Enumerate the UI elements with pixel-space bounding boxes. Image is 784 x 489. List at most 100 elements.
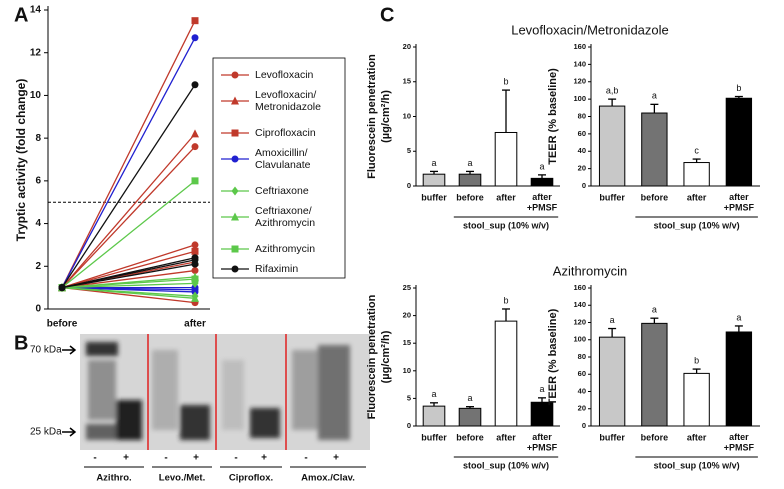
lane-label: -	[304, 453, 307, 464]
lane-label: -	[93, 453, 96, 464]
point	[231, 186, 239, 196]
bar-annotation: a	[652, 91, 657, 101]
point	[231, 265, 239, 273]
blot-marker: 25 kDa	[30, 427, 62, 438]
x-tick-label: after +PMSF	[724, 432, 755, 452]
bar-annotation: b	[503, 295, 508, 305]
bar	[725, 97, 753, 187]
panel-label: B	[14, 332, 28, 354]
y-tick-label: 80	[578, 352, 586, 361]
point	[231, 155, 239, 163]
group-label: stool_sup (10% w/v)	[654, 460, 740, 470]
point	[191, 267, 199, 275]
y-tick-label: 100	[573, 94, 586, 103]
y-tick-label: 4	[35, 218, 41, 229]
series-line	[61, 286, 196, 293]
x-tick-label: after	[687, 432, 707, 442]
series-line	[61, 20, 196, 288]
point	[231, 96, 239, 105]
legend-label: Azithromycin	[255, 243, 315, 255]
bar-annotation: a	[467, 393, 472, 403]
point	[191, 81, 199, 89]
series-line	[61, 244, 196, 289]
bar-annotation: a	[736, 312, 741, 322]
bar	[530, 401, 554, 427]
point	[191, 247, 199, 255]
bar	[494, 320, 518, 427]
y-axis-label: (µg/cm²/h)	[380, 330, 392, 383]
y-tick-label: 0	[582, 181, 586, 190]
point	[191, 177, 199, 185]
series-line	[61, 286, 196, 304]
x-tick-label: before	[641, 432, 669, 442]
bar	[494, 131, 518, 187]
bar	[683, 162, 710, 187]
y-tick-label: 0	[407, 181, 411, 190]
point	[191, 143, 199, 151]
blot-image	[62, 334, 370, 450]
lane-label: +	[333, 453, 339, 464]
x-tick-label: after	[184, 319, 206, 330]
x-tick-label: buffer	[599, 432, 625, 442]
panel-label: A	[14, 4, 28, 26]
bar	[458, 173, 482, 187]
point	[191, 17, 199, 25]
x-tick-label: buffer	[421, 432, 447, 442]
blot-marker: 70 kDa	[30, 345, 62, 356]
series-line	[61, 263, 196, 289]
series-line	[61, 286, 196, 299]
bar	[725, 331, 753, 427]
group-label: stool_sup (10% w/v)	[463, 460, 549, 470]
y-axis-label: Tryptic activity (fold change)	[14, 79, 28, 242]
x-tick-label: before	[456, 432, 484, 442]
legend-label: Ceftriaxone/Azithromycin	[255, 205, 315, 229]
y-tick-label: 6	[35, 175, 41, 186]
group-label: stool_sup (10% w/v)	[654, 220, 740, 230]
series-line	[61, 180, 196, 289]
y-tick-label: 20	[578, 404, 586, 413]
y-axis-label: TEER (% baseline)	[547, 308, 559, 405]
y-tick-label: 20	[403, 311, 411, 320]
x-tick-label: after +PMSF	[527, 192, 558, 212]
bar-annotation: a	[610, 315, 615, 325]
legend-label: Ceftriaxone	[255, 185, 309, 197]
y-tick-label: 60	[578, 369, 586, 378]
point	[191, 241, 199, 249]
y-tick-label: 80	[578, 111, 586, 120]
y-tick-label: 10	[403, 111, 411, 120]
y-tick-label: 40	[578, 386, 586, 395]
lane-label: +	[123, 453, 129, 464]
y-tick-label: 160	[573, 283, 586, 292]
y-tick-label: 140	[573, 59, 586, 68]
y-tick-label: 10	[30, 90, 42, 101]
y-tick-label: 5	[407, 393, 411, 402]
lane-label: +	[261, 453, 267, 464]
legend-box	[212, 57, 346, 279]
y-axis-label: Fluorescein penetration	[366, 54, 378, 179]
x-tick-label: after	[687, 192, 707, 202]
point	[191, 275, 199, 283]
bar-annotation: b	[503, 76, 508, 86]
legend-label: Amoxicillin/Clavulanate	[255, 147, 311, 171]
y-tick-label: 40	[578, 146, 586, 155]
bar	[683, 372, 710, 427]
series-line	[61, 250, 196, 289]
x-tick-label: after	[496, 432, 516, 442]
y-tick-label: 140	[573, 300, 586, 309]
y-tick-label: 100	[573, 335, 586, 344]
group-label: stool_sup (10% w/v)	[463, 220, 549, 230]
lane-label: -	[164, 453, 167, 464]
bar	[598, 105, 626, 187]
x-tick-label: after	[496, 192, 516, 202]
bar-annotation: a	[652, 305, 657, 315]
chart-title: Azithromycin	[553, 263, 627, 278]
point	[191, 129, 199, 138]
x-tick-label: before	[456, 192, 484, 202]
point	[231, 245, 239, 253]
bar-annotation: a	[539, 161, 544, 171]
group-label: Amox./Clav.	[301, 473, 355, 484]
group-label: Azithro.	[96, 473, 131, 484]
series-line	[61, 84, 196, 288]
bar	[530, 177, 554, 187]
bar	[458, 407, 482, 427]
